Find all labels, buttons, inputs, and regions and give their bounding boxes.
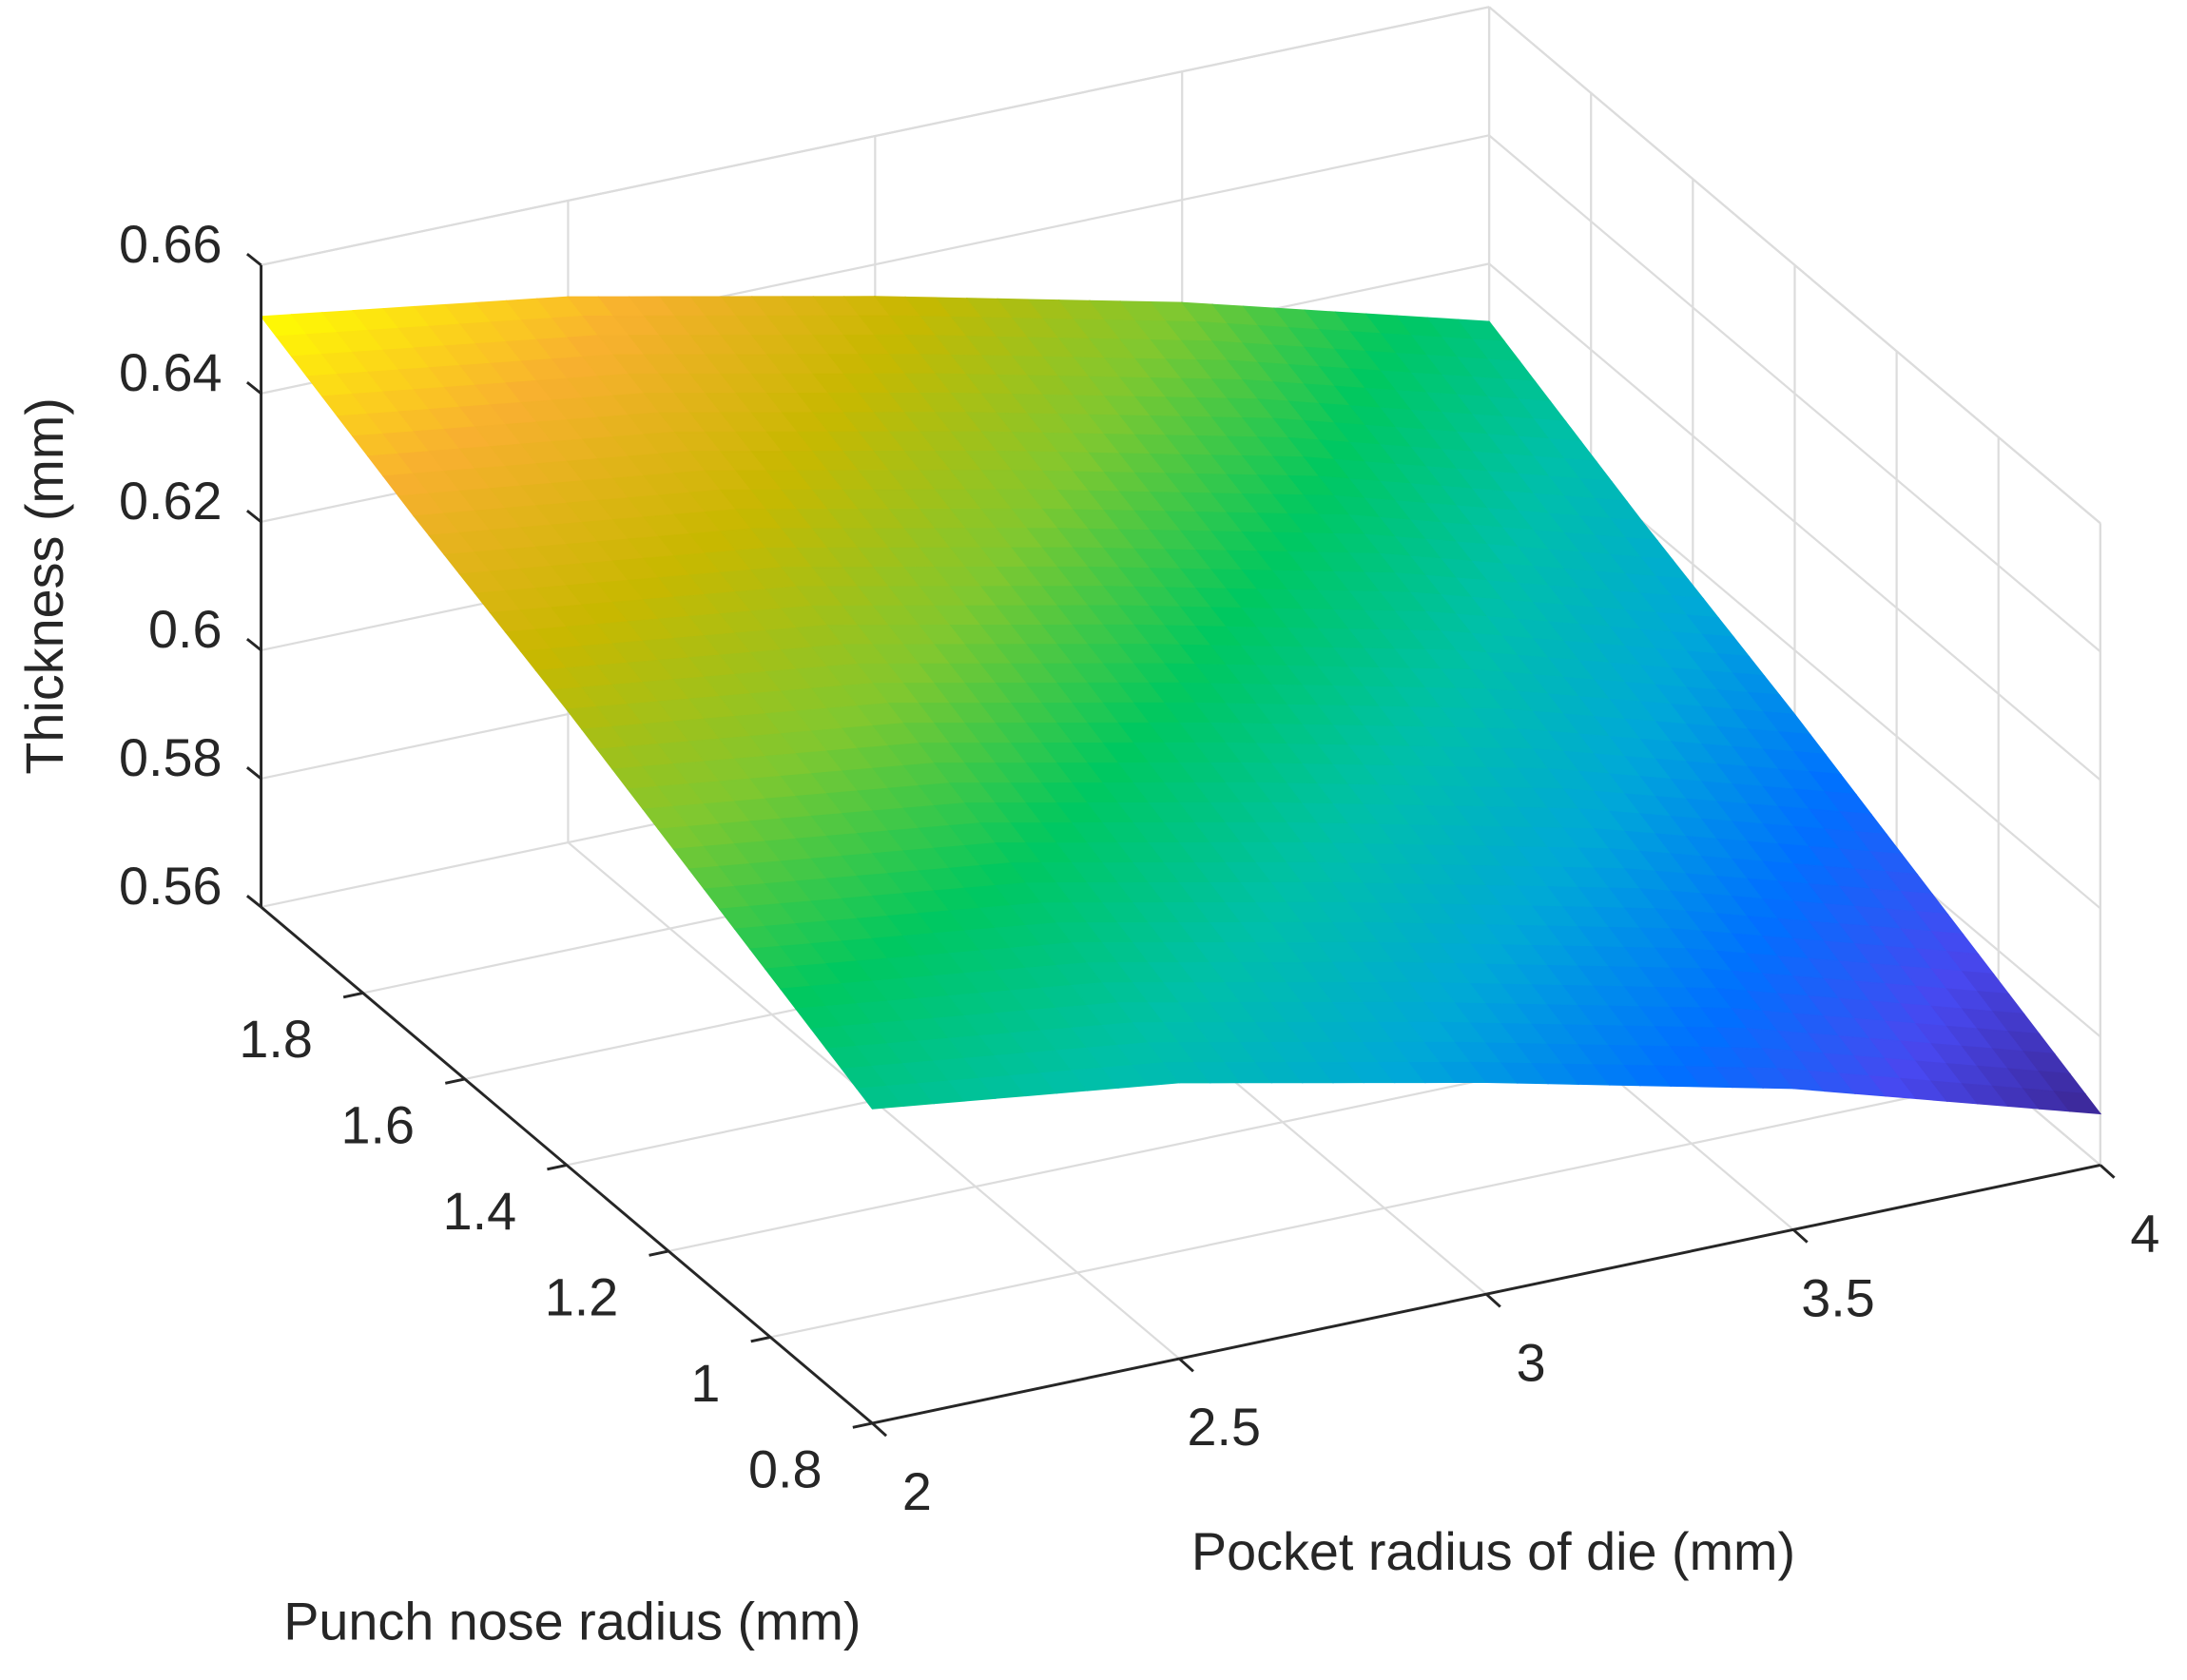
tick-mark xyxy=(871,1421,888,1438)
tick-mark xyxy=(1792,1228,1809,1244)
grid-line xyxy=(1488,134,2101,653)
y-axis-label: Punch nose radius (mm) xyxy=(283,1592,861,1651)
x-tick-label: 2.5 xyxy=(1187,1398,1261,1457)
x-tick-label: 3 xyxy=(1517,1333,1546,1392)
tick-mark xyxy=(444,1077,466,1085)
z-tick-label: 0.58 xyxy=(119,728,223,787)
tick-mark xyxy=(245,252,262,266)
z-tick-label: 0.6 xyxy=(148,600,223,659)
tick-mark xyxy=(245,766,262,781)
tick-mark xyxy=(1178,1357,1194,1373)
tick-mark xyxy=(245,895,262,909)
z-axis-label: Thickness (mm) xyxy=(15,397,74,774)
axes: 2 2.5 3 3.5 4 0.8 1 1.2 1.4 1.6 1.8 0.56 0.58 0.6 0.62… xyxy=(119,215,2159,1521)
grid-line xyxy=(261,6,1490,266)
tick-mark xyxy=(245,380,262,396)
grid-line xyxy=(1488,262,2101,782)
tick-mark xyxy=(245,509,262,524)
grid-line xyxy=(770,1077,1999,1339)
z-tick-label: 0.64 xyxy=(119,343,223,402)
tick-mark xyxy=(547,1164,568,1171)
tick-mark xyxy=(750,1336,771,1343)
y-tick-label: 1.8 xyxy=(239,1010,313,1069)
grid-line xyxy=(1488,6,2101,525)
z-tick-label: 0.62 xyxy=(119,472,223,531)
tick-mark xyxy=(648,1249,669,1257)
z-tick-label: 0.56 xyxy=(119,857,223,916)
tick-mark xyxy=(852,1421,873,1429)
y-tick-label: 1.6 xyxy=(340,1096,415,1155)
y-tick-label: 1.2 xyxy=(545,1268,619,1327)
y-tick-label: 0.8 xyxy=(748,1440,823,1499)
x-axis-label: Pocket radius of die (mm) xyxy=(1191,1522,1795,1581)
x-tick-label: 3.5 xyxy=(1801,1268,1875,1327)
surface xyxy=(260,296,2102,1115)
surface-patch xyxy=(2053,1091,2102,1115)
tick-mark xyxy=(245,638,262,652)
tick-mark xyxy=(342,992,364,999)
x-tick-label: 4 xyxy=(2130,1205,2159,1264)
tick-mark xyxy=(2099,1164,2116,1179)
x-axis xyxy=(872,1164,2101,1425)
y-tick-label: 1.4 xyxy=(443,1182,517,1241)
y-tick-label: 1 xyxy=(690,1354,720,1413)
tick-mark xyxy=(1485,1293,1501,1308)
x-tick-label: 2 xyxy=(902,1462,932,1521)
z-tick-label: 0.66 xyxy=(119,215,223,274)
